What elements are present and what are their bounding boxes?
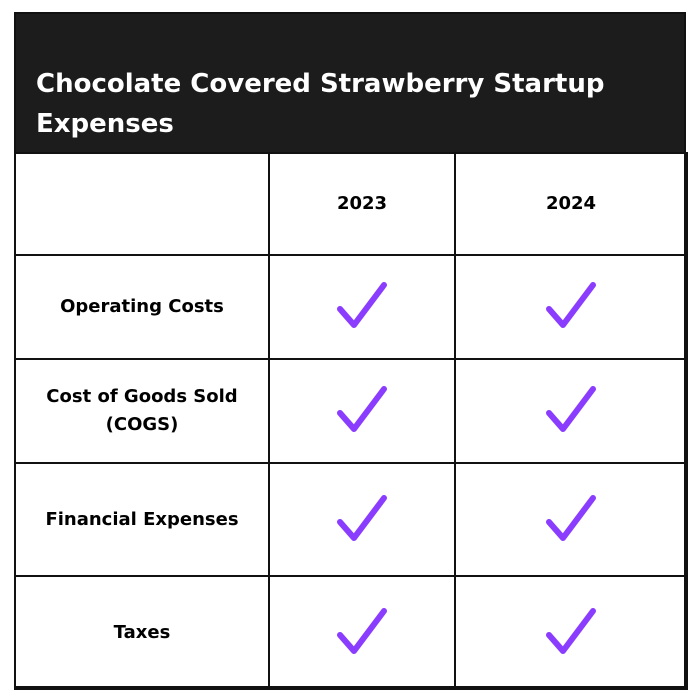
expenses-card: Chocolate Covered Strawberry Startup Exp… [14, 12, 688, 690]
check-cell [454, 254, 688, 360]
row-label: Cost of Goods Sold (COGS) [14, 358, 270, 464]
checkmark [546, 607, 596, 654]
check-cell [268, 462, 456, 577]
checkmark [337, 386, 387, 432]
expense-row: Financial Expenses [14, 462, 688, 577]
check-cell [268, 358, 456, 464]
header-row: 2023 2024 [14, 152, 688, 256]
check-cell [454, 462, 688, 577]
table-body: 2023 2024 Operating Costs Cost of Goods S… [14, 152, 688, 690]
row-label: Taxes [14, 575, 270, 690]
checkmark [337, 282, 387, 328]
expense-row: Cost of Goods Sold (COGS) [14, 358, 688, 464]
check-cell [454, 575, 688, 690]
title: Chocolate Covered Strawberry Startup Exp… [36, 69, 605, 139]
row-label: Operating Costs [14, 254, 270, 360]
column-header: 2024 [454, 152, 688, 256]
checkmark [337, 607, 387, 654]
checkmark [546, 494, 596, 541]
empty-cell [14, 152, 270, 256]
checkmark [546, 386, 596, 432]
title-bar: Chocolate Covered Strawberry Startup Exp… [16, 14, 684, 152]
check-cell [268, 575, 456, 690]
expense-row: Taxes [14, 575, 688, 690]
checkmark [546, 282, 596, 328]
column-header: 2023 [268, 152, 456, 256]
expenses-table: 2023 2024 Operating Costs Cost of Goods S… [14, 152, 688, 690]
checkmark [337, 494, 387, 541]
row-label: Financial Expenses [14, 462, 270, 577]
check-cell [454, 358, 688, 464]
check-cell [268, 254, 456, 360]
expense-row: Operating Costs [14, 254, 688, 360]
